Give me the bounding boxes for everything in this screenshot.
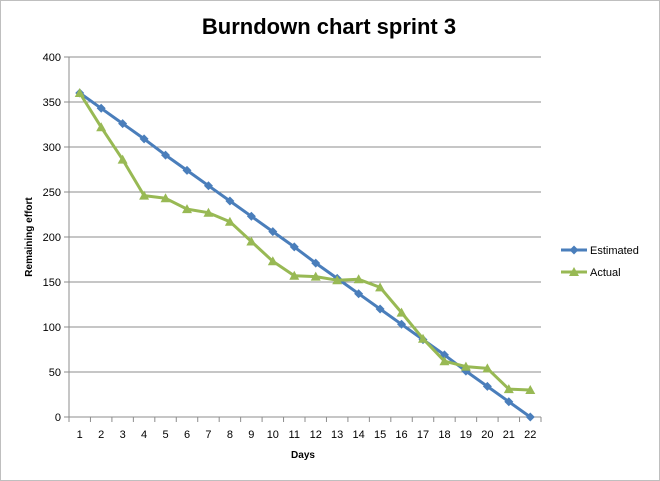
data-point-actual	[439, 356, 450, 366]
x-tick-label: 22	[524, 429, 536, 441]
series-actual	[74, 88, 536, 394]
x-tick-label: 15	[374, 429, 386, 441]
legend-label: Actual	[590, 267, 621, 279]
data-point-actual	[418, 333, 428, 343]
x-tick-label: 3	[120, 429, 126, 441]
x-tick-label: 20	[481, 429, 493, 441]
x-tick-label: 10	[267, 429, 279, 441]
data-point-actual	[182, 204, 192, 214]
x-tick-label: 17	[417, 429, 429, 441]
data-point-estimated	[289, 242, 299, 252]
data-point-estimated	[161, 150, 171, 160]
y-tick-label: 150	[43, 277, 61, 289]
x-axis-ticks: 1 2 3 4 5 6 7 8 9 10 11 12 13 14 15 16 17 18 19 20 21 22	[68, 417, 542, 441]
data-point-estimated	[139, 134, 149, 144]
data-point-actual	[525, 385, 536, 394]
y-axis-label: Remaining effort	[24, 197, 35, 277]
legend-label: Estimated	[590, 245, 639, 257]
x-tick-label: 4	[141, 429, 147, 441]
y-tick-label: 300	[43, 142, 61, 154]
data-point-estimated	[268, 227, 278, 237]
plot-area	[74, 88, 536, 422]
data-point-estimated	[118, 119, 128, 129]
data-point-estimated	[397, 319, 407, 329]
x-tick-label: 16	[395, 429, 407, 441]
y-axis-ticks: 0 50 100 150 200 250 300 350 400	[43, 52, 69, 424]
x-tick-label: 7	[205, 429, 211, 441]
data-point-actual	[224, 216, 235, 226]
data-point-estimated	[375, 304, 385, 314]
y-tick-label: 100	[43, 322, 61, 334]
data-point-actual	[396, 307, 407, 317]
x-tick-label: 11	[289, 429, 300, 441]
data-point-actual	[375, 282, 386, 292]
data-point-estimated	[96, 103, 106, 113]
data-point-actual	[203, 207, 214, 217]
data-point-estimated	[203, 181, 213, 191]
legend-item-actual: Actual	[561, 267, 621, 279]
legend-item-estimated: Estimated	[561, 245, 639, 257]
series-line-actual	[78, 92, 531, 392]
data-point-actual	[74, 88, 85, 97]
y-tick-label: 400	[43, 52, 61, 64]
data-point-estimated	[504, 397, 514, 407]
legend-marker	[569, 267, 579, 276]
data-point-actual	[267, 256, 278, 266]
x-tick-label: 19	[460, 429, 472, 441]
data-point-actual	[503, 384, 514, 394]
data-point-actual	[117, 154, 128, 164]
data-point-actual	[139, 190, 150, 200]
x-tick-label: 9	[248, 429, 254, 441]
x-axis-label: Days	[291, 450, 315, 461]
data-point-estimated	[246, 211, 256, 221]
data-point-actual	[96, 122, 107, 132]
data-point-actual	[332, 275, 343, 285]
x-tick-label: 2	[98, 429, 104, 441]
gridlines	[68, 56, 541, 418]
y-tick-label: 0	[55, 412, 61, 424]
data-point-actual	[310, 271, 321, 281]
y-tick-label: 250	[43, 187, 61, 199]
data-point-estimated	[225, 196, 235, 206]
x-tick-label: 13	[331, 429, 343, 441]
x-tick-label: 5	[162, 429, 168, 441]
x-tick-label: 12	[310, 429, 322, 441]
data-point-estimated	[482, 381, 492, 391]
data-point-actual	[289, 270, 300, 280]
y-tick-label: 50	[49, 367, 61, 379]
data-point-estimated	[311, 258, 321, 268]
x-tick-label: 21	[503, 429, 515, 441]
data-point-actual	[460, 361, 471, 371]
data-point-estimated	[354, 289, 364, 299]
x-tick-label: 1	[77, 429, 83, 441]
x-tick-label: 14	[353, 429, 365, 441]
y-tick-label: 350	[43, 97, 61, 109]
y-tick-label: 200	[43, 232, 61, 244]
data-point-actual	[482, 363, 493, 373]
x-tick-label: 6	[184, 429, 190, 441]
data-point-actual	[353, 274, 364, 284]
legend-marker	[569, 245, 579, 255]
x-tick-label: 18	[438, 429, 450, 441]
data-point-actual	[160, 193, 171, 203]
data-point-actual	[246, 236, 257, 246]
data-point-estimated	[182, 165, 192, 175]
chart-title: Burndown chart sprint 3	[202, 14, 456, 39]
x-tick-label: 8	[227, 429, 233, 441]
legend: Estimated Actual	[561, 245, 639, 279]
data-point-estimated	[525, 412, 535, 422]
